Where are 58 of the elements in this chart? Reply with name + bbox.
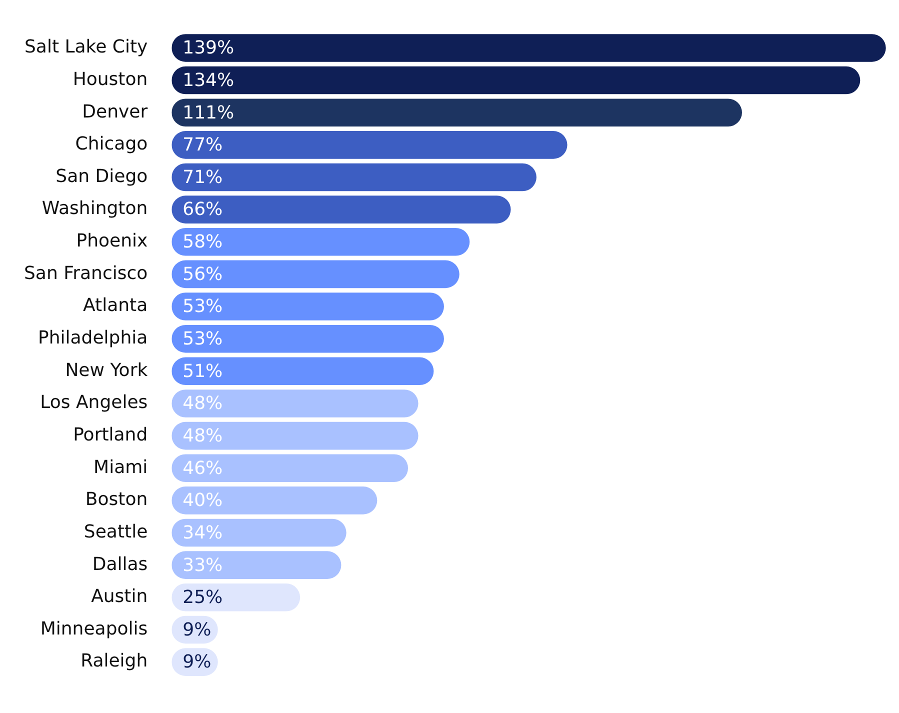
data-label: 71%: [182, 166, 223, 188]
data-label: 53%: [182, 296, 223, 318]
y-tick-label: Denver: [82, 101, 148, 122]
data-label: 134%: [182, 70, 234, 91]
y-tick-label: Raleigh: [80, 650, 148, 672]
data-label: 34%: [182, 522, 223, 544]
y-tick-label: Dallas: [92, 554, 148, 575]
bar: [172, 131, 568, 159]
bar: [172, 66, 860, 94]
y-tick-label: Miami: [94, 456, 148, 478]
data-label: 58%: [182, 232, 223, 253]
bar: [172, 584, 300, 612]
bar: [172, 98, 742, 126]
bar: [172, 518, 346, 547]
y-tick-label: San Francisco: [24, 262, 148, 284]
y-tick-label: Washington: [42, 198, 148, 220]
data-label: 111%: [182, 102, 234, 124]
y-tick-label: New York: [65, 360, 148, 381]
data-label: 66%: [182, 199, 223, 220]
data-label: 56%: [182, 264, 223, 285]
bar: [172, 486, 378, 514]
data-label: 25%: [182, 587, 223, 608]
bar: [172, 292, 444, 320]
bar: [172, 196, 511, 224]
data-label: 139%: [182, 38, 234, 59]
data-label: 77%: [182, 134, 223, 156]
y-tick-label: Austin: [91, 586, 148, 608]
bar: [172, 454, 408, 482]
bar: [172, 390, 418, 418]
data-label: 48%: [182, 393, 223, 414]
data-label: 48%: [182, 425, 223, 446]
data-label: 40%: [182, 490, 223, 512]
bar: [172, 551, 342, 579]
y-tick-label: Seattle: [84, 521, 148, 542]
bar: [172, 260, 460, 288]
data-label: 33%: [182, 554, 223, 576]
y-tick-label: Chicago: [75, 134, 148, 155]
y-tick-label: Philadelphia: [38, 328, 148, 349]
bar: [172, 34, 886, 62]
y-tick-label: Salt Lake City: [24, 36, 148, 58]
y-tick-label: Portland: [73, 424, 148, 446]
bar: [172, 163, 536, 192]
data-label: 9%: [182, 619, 212, 640]
data-label: 53%: [182, 328, 223, 350]
data-label: 9%: [182, 652, 212, 673]
y-tick-label: San Diego: [56, 166, 148, 187]
data-label: 51%: [182, 360, 223, 382]
y-tick-label: Houston: [72, 68, 148, 90]
bar: [172, 357, 434, 386]
y-tick-label: Phoenix: [76, 230, 148, 252]
bar: [172, 324, 444, 353]
data-label: 46%: [182, 458, 223, 479]
y-tick-label: Minneapolis: [40, 618, 148, 640]
y-tick-label: Atlanta: [83, 295, 148, 316]
y-tick-label: Boston: [85, 489, 148, 510]
bar: [172, 422, 418, 450]
y-tick-label: Los Angeles: [40, 392, 148, 414]
bar: [172, 228, 470, 256]
